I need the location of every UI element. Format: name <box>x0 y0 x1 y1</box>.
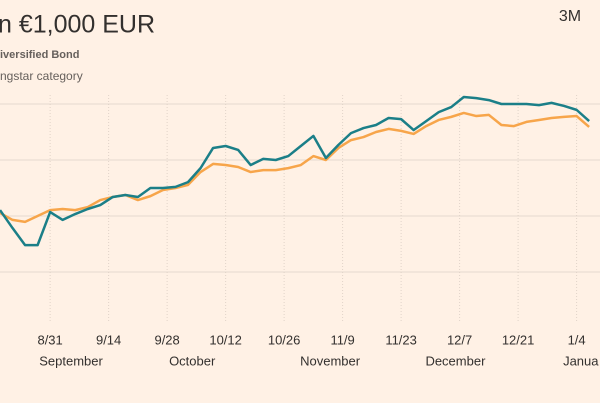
legend-label: iversified Bond <box>0 49 79 61</box>
x-tick-label: 10/26 <box>268 332 301 347</box>
month-label: Janua <box>563 353 599 368</box>
chart-title: n €1,000 EUR <box>0 11 155 39</box>
x-tick-label: 8/31 <box>37 332 62 347</box>
x-tick-label: 12/7 <box>447 332 472 347</box>
legend-label: ngstar category <box>0 69 83 83</box>
month-label: November <box>300 353 361 368</box>
x-tick-label: 10/12 <box>209 332 242 347</box>
range-button-label[interactable]: 3M <box>559 8 581 25</box>
x-tick-label: 11/23 <box>385 332 417 347</box>
month-label: September <box>39 353 103 368</box>
series-line <box>0 95 590 247</box>
range-button[interactable] <box>548 4 592 30</box>
series-line <box>0 111 590 224</box>
x-tick-label: 11/9 <box>330 332 354 347</box>
x-tick-label: 1/4 <box>568 332 586 347</box>
x-tick-label: 9/14 <box>96 332 121 347</box>
month-label: October <box>169 353 216 368</box>
month-label: December <box>425 353 486 368</box>
x-tick-label: 12/21 <box>502 332 535 347</box>
x-tick-label: 9/28 <box>154 332 179 347</box>
